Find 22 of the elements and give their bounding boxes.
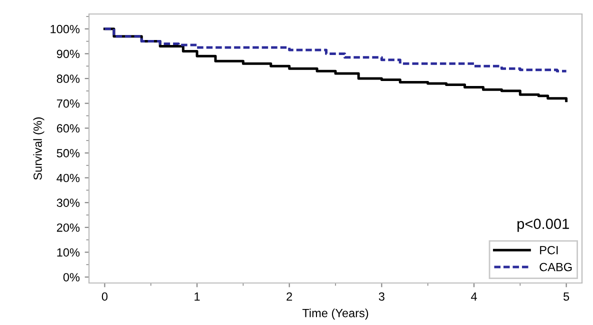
y-tick-label: 90%	[56, 50, 80, 58]
y-tick-label: 0%	[63, 273, 80, 282]
x-tick-label: 1	[194, 292, 200, 301]
y-tick-label: 100%	[50, 24, 80, 34]
y-tick-label: 10%	[57, 248, 80, 257]
x-tick-label: 5	[563, 292, 570, 301]
y-axis-title: Survival (%)	[33, 117, 44, 180]
x-tick-label: 2	[286, 292, 292, 301]
y-tick-label: 30%	[56, 198, 80, 207]
y-tick-label: 40%	[56, 174, 80, 182]
y-tick-label: 50%	[56, 149, 80, 158]
x-axis-title: Time (Years)	[302, 308, 368, 320]
y-tick-label: 20%	[56, 223, 80, 232]
legend-label: CABG	[540, 262, 572, 272]
y-tick-label: 80%	[56, 74, 80, 83]
annotation: p<0.001	[518, 218, 569, 232]
x-tick-label: 0	[102, 292, 108, 301]
legend-label: PCI	[540, 246, 558, 254]
y-tick-label: 60%	[56, 124, 80, 133]
x-tick-label: 4	[470, 292, 477, 301]
x-tick-label: 3	[378, 292, 384, 301]
y-tick-label: 70%	[56, 99, 80, 108]
